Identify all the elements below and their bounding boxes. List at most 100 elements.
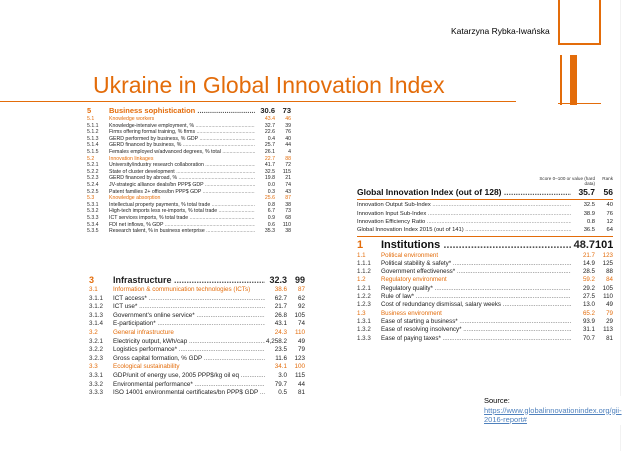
indicator-rank: 21	[285, 175, 291, 182]
indicator-label: Ease of starting a business*	[381, 318, 571, 326]
indicator-score: 62.7	[274, 294, 287, 302]
indicator-score: 14.9	[582, 259, 595, 267]
table-row: 5.3.3 ICT services imports, % total trade…	[87, 215, 291, 222]
edge-divider	[620, 0, 621, 451]
indicator-rank: 73	[285, 208, 291, 215]
indicator-rank: 105	[602, 284, 613, 292]
indicator-score: 65.2	[582, 309, 595, 317]
indicator-score: 6.7	[267, 208, 275, 215]
table-row: 5.1.5 Females employed w/advanced degrees…	[87, 149, 291, 156]
indicator-score: 25.7	[264, 142, 275, 149]
title-underline	[0, 101, 516, 102]
indicator-number: 5.3.2	[87, 208, 99, 215]
indicator-label: Innovation linkages	[109, 155, 154, 162]
indicator-label: High-tech imports less re-imports, % tot…	[109, 208, 255, 215]
table-row: 5.2.1 University/industry research collab…	[87, 162, 291, 169]
indicator-score: 26.1	[264, 148, 275, 155]
sub-index-row: Innovation Input Sub-Index 38.9 76	[357, 210, 613, 218]
indicator-score: 21.7	[582, 251, 595, 259]
indicator-score: 22.7	[264, 155, 275, 162]
indicator-rank: 81	[297, 389, 305, 397]
indicator-rank: 49	[297, 337, 305, 345]
table-row: 1.3.2 Ease of resolving insolvency* 31.1 11…	[357, 326, 613, 334]
indicator-rank: 4	[288, 148, 291, 155]
indicator-rank: 99	[294, 275, 305, 285]
table-row: 5.1.1 Knowledge-intensive employment, % 32…	[87, 123, 291, 130]
indicator-score: 29.2	[582, 284, 595, 292]
indicator-label: Cost of redundancy dismissal, salary wee…	[381, 301, 571, 309]
indicator-number: 3.1.1	[89, 294, 104, 302]
indicator-score: 32.5	[264, 168, 275, 175]
indicator-number: 3.1.4	[89, 320, 104, 328]
indicator-number: 5.3	[87, 195, 95, 202]
indicator-number: 3.2.3	[89, 354, 104, 362]
indicator-label: Environmental performance*	[113, 381, 265, 390]
table-row: 3.3.3 ISO 14001 environmental certificate…	[89, 389, 305, 398]
indicator-rank: 72	[285, 162, 291, 169]
indicator-label: Infrastructure	[113, 275, 265, 286]
section-row: 3.2 General infrastructure 24.3 110	[89, 329, 305, 338]
indicator-label: Political stability & safety*	[381, 260, 571, 268]
table-row: 5.1.2 Firms offering formal training, % f…	[87, 129, 291, 136]
indicator-rank: 44	[297, 380, 305, 388]
table-row: 3.1.4 E-participation* 43.1 74	[89, 320, 305, 329]
indicator-rank: 87	[285, 195, 291, 202]
indicator-label: Knowledge absorption	[109, 195, 161, 202]
indicator-score: 32.7	[264, 122, 275, 129]
indicator-label: Business environment	[381, 309, 442, 317]
indicator-rank: 38	[285, 201, 291, 208]
indicator-number: 3.2.2	[89, 346, 104, 354]
section-row: 1.3 Business environment 65.2 79	[357, 310, 613, 318]
indicator-rank: 46	[285, 116, 291, 122]
business-sophistication-table: 5 Business sophistication 30.6 73 5.1 Knowled…	[87, 106, 291, 276]
indicator-rank: 74	[285, 181, 291, 188]
indicator-label: Government effectiveness*	[381, 268, 571, 276]
indicator-score: 93.9	[582, 317, 595, 325]
indicator-number: 1.1	[357, 251, 366, 259]
indicator-score: 19.8	[264, 175, 275, 182]
indicator-number: 5.2.1	[87, 162, 99, 169]
indicator-rank: 92	[297, 303, 305, 311]
indicator-number: 5.2.3	[87, 175, 99, 182]
source-link[interactable]: https://www.globalinnovationindex.org/gi…	[484, 405, 622, 425]
author-name: Katarzyna Rybka-Iwańska	[451, 26, 550, 36]
indicator-rank: 29	[606, 317, 613, 325]
indicator-rank: 39	[285, 122, 291, 129]
decorative-bars	[558, 55, 601, 105]
table-row: 5.1.4 GERD financed by business, % 25.7 44	[87, 142, 291, 149]
indicator-label: E-participation*	[113, 320, 265, 329]
indicator-rank: 88	[606, 268, 613, 276]
indicator-number: 1.2.3	[357, 301, 371, 309]
indicator-number: 3.1.3	[89, 311, 104, 319]
table-row: 1.1.1 Political stability & safety* 14.9 12…	[357, 260, 613, 268]
indicator-score: 59.2	[582, 276, 595, 284]
decorative-frame	[558, 0, 601, 45]
indicator-number: 5.2.2	[87, 168, 99, 175]
indicator-label: Research talent, % in business enterpris…	[109, 228, 255, 235]
sub-index-score: 36.5	[583, 227, 595, 234]
indicator-rank: 100	[294, 363, 305, 371]
section-row: 5.2 Innovation linkages 22.7 88	[87, 156, 291, 163]
indicator-rank: 79	[606, 309, 613, 317]
sub-index-row: Innovation Efficiency Ratio 0.8 12	[357, 218, 613, 226]
indicator-number: 5.3.1	[87, 201, 99, 208]
indicator-label: Information & communication technologies…	[113, 286, 251, 293]
table-row: 1.2.1 Regulatory quality* 29.2 105	[357, 285, 613, 293]
indicator-label: ICT services imports, % total trade	[109, 215, 255, 222]
indicator-score: 32.3	[269, 275, 287, 285]
indicator-number: 5.1.3	[87, 135, 99, 142]
indicator-score: 79.7	[274, 380, 287, 388]
table-row: 1.2.3 Cost of redundancy dismissal, salar…	[357, 301, 613, 309]
pillar-row: 5 Business sophistication 30.6 73	[87, 106, 291, 116]
indicator-rank: 115	[294, 371, 305, 379]
indicator-number: 5.3.4	[87, 221, 99, 228]
section-row: 1.1 Political environment 21.7 123	[357, 252, 613, 260]
section-row: 5.1 Knowledge workers 43.4 46	[87, 116, 291, 123]
score-column-header: Score 0–100 or value (hard data)	[539, 176, 595, 187]
table-row: 1.2.2 Rule of law* 27.5 110	[357, 293, 613, 301]
sub-index-label: Innovation Efficiency Ratio	[357, 218, 571, 226]
indicator-label: ICT use*	[113, 303, 265, 312]
indicator-label: Firms offering formal training, % firms	[109, 129, 255, 136]
indicator-number: 1.2.2	[357, 293, 371, 301]
table-row: 5.2.3 GERD financed by abroad, % 19.8 21	[87, 175, 291, 182]
